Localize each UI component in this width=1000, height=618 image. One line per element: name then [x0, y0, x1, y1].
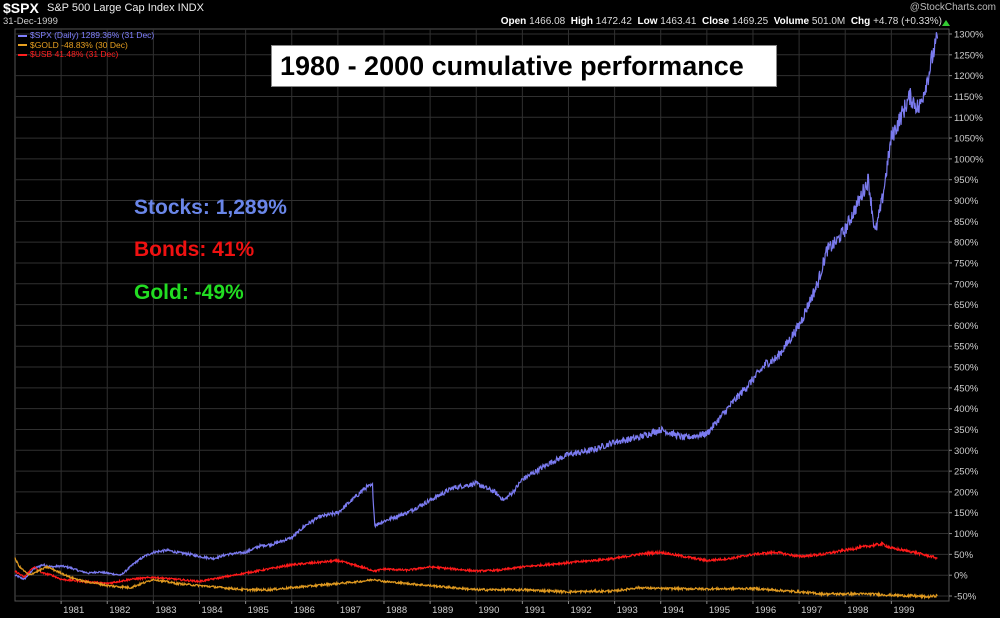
- y-tick-label: 100%: [954, 529, 979, 540]
- y-tick-label: 450%: [954, 383, 979, 394]
- y-tick-label: 1000%: [954, 154, 984, 165]
- volume-value: 501.0M: [811, 16, 846, 27]
- series-lines: [14, 32, 939, 600]
- bonds-annotation: Bonds: 41%: [134, 238, 255, 261]
- close-label: Close: [702, 16, 730, 27]
- open-value: 1466.08: [529, 16, 566, 27]
- legend-swatch: [18, 44, 27, 47]
- high-value: 1472.42: [595, 16, 632, 27]
- chart-title-box: 1980 - 2000 cumulative performance: [271, 45, 777, 87]
- close-value: 1469.25: [732, 16, 769, 27]
- y-tick-label: 300%: [954, 446, 979, 457]
- series-line-spx: [14, 32, 939, 581]
- high-label: High: [570, 16, 593, 27]
- y-tick-label: 550%: [954, 342, 979, 353]
- ticker-description: S&P 500 Large Cap Index INDX: [47, 2, 204, 14]
- legend-swatch: [18, 53, 27, 56]
- x-tick-label: 1984: [201, 605, 222, 616]
- y-tick-label: 900%: [954, 196, 979, 207]
- y-tick-label: 700%: [954, 279, 979, 290]
- series-line-usb: [14, 540, 938, 586]
- x-tick-label: 1993: [617, 605, 638, 616]
- legend-swatch: [18, 34, 27, 37]
- x-tick-label: 1995: [709, 605, 730, 616]
- up-arrow-icon: [942, 20, 950, 26]
- y-tick-label: 1250%: [954, 50, 984, 61]
- y-tick-label: 0%: [954, 571, 968, 582]
- legend-label: $USB 41.48% (31 Dec): [30, 49, 119, 59]
- y-tick-label: 950%: [954, 175, 979, 186]
- ticker-symbol: $SPX: [3, 0, 39, 16]
- x-tick-label: 1985: [248, 605, 269, 616]
- y-tick-label: 1300%: [954, 29, 984, 40]
- plot-area: [14, 28, 950, 602]
- x-tick-label: 1987: [340, 605, 361, 616]
- y-tick-label: 500%: [954, 363, 979, 374]
- y-tick-label: 50%: [954, 550, 974, 561]
- y-tick-label: 1050%: [954, 134, 984, 145]
- x-tick-label: 1994: [663, 605, 684, 616]
- y-tick-label: -50%: [954, 592, 977, 603]
- legend-item-usb: $USB 41.48% (31 Dec): [18, 49, 154, 60]
- y-tick-label: 350%: [954, 425, 979, 436]
- y-tick-label: 200%: [954, 487, 979, 498]
- series-line-gold: [14, 557, 938, 600]
- y-axis: -50% 0% 50% 100% 150% 200% 250% 300% 350% 400% 450…: [949, 29, 984, 603]
- y-tick-label: 250%: [954, 467, 979, 478]
- x-tick-label: 1992: [570, 605, 591, 616]
- y-tick-label: 1100%: [954, 113, 983, 124]
- chart-date: 31-Dec-1999: [3, 16, 58, 27]
- chg-value: +4.78 (+0.33%): [873, 16, 942, 27]
- y-tick-label: 850%: [954, 217, 979, 228]
- x-tick-label: 1988: [386, 605, 407, 616]
- volume-label: Volume: [773, 16, 810, 27]
- x-axis: 1981 1982 1983 1984 1985 1986 1987 1988 1989 1990…: [60, 601, 914, 616]
- low-label: Low: [637, 16, 658, 27]
- x-tick-label: 1986: [294, 605, 315, 616]
- open-label: Open: [500, 16, 527, 27]
- x-tick-label: 1983: [155, 605, 176, 616]
- y-tick-label: 150%: [954, 508, 979, 519]
- watermark[interactable]: @StockCharts.com: [909, 2, 996, 13]
- x-tick-label: 1998: [847, 605, 868, 616]
- chg-label: Chg: [850, 16, 871, 27]
- legend-item-gold: $GOLD -48.83% (30 Dec): [18, 39, 154, 51]
- x-tick-label: 1982: [109, 605, 130, 616]
- y-tick-label: 750%: [954, 258, 979, 269]
- grid-lines: [15, 29, 949, 601]
- x-tick-label: 1999: [893, 605, 914, 616]
- y-tick-label: 800%: [954, 238, 979, 249]
- legend: $SPX (Daily) 1289.36% (31 Dec) $GOLD -48…: [18, 30, 155, 60]
- y-tick-label: 650%: [954, 300, 979, 311]
- y-tick-label: 1200%: [954, 71, 984, 82]
- x-tick-label: 1997: [801, 605, 822, 616]
- gold-annotation: Gold: -49%: [134, 281, 244, 304]
- x-tick-label: 1981: [63, 605, 84, 616]
- legend-label: $SPX (Daily) 1289.36% (31 Dec): [30, 30, 155, 40]
- legend-item-spx: $SPX (Daily) 1289.36% (31 Dec): [18, 30, 155, 41]
- legend-label: $GOLD -48.83% (30 Dec): [30, 39, 128, 50]
- y-tick-label: 600%: [954, 321, 979, 332]
- chart-title: 1980 - 2000 cumulative performance: [280, 50, 744, 81]
- x-tick-label: 1996: [755, 605, 776, 616]
- x-tick-label: 1990: [478, 605, 499, 616]
- y-tick-label: 400%: [954, 404, 979, 415]
- x-tick-label: 1991: [524, 605, 545, 616]
- y-tick-label: 1150%: [954, 92, 983, 103]
- stocks-annotation: Stocks: 1,289%: [134, 196, 287, 219]
- low-value: 1463.41: [660, 16, 697, 27]
- chart-header: $SPX S&P 500 Large Cap Index INDX 31-Dec…: [0, 0, 1000, 28]
- x-tick-label: 1989: [432, 605, 453, 616]
- quote-stats: Open 1466.08 High 1472.42 Low 1463.41 Cl…: [501, 16, 942, 27]
